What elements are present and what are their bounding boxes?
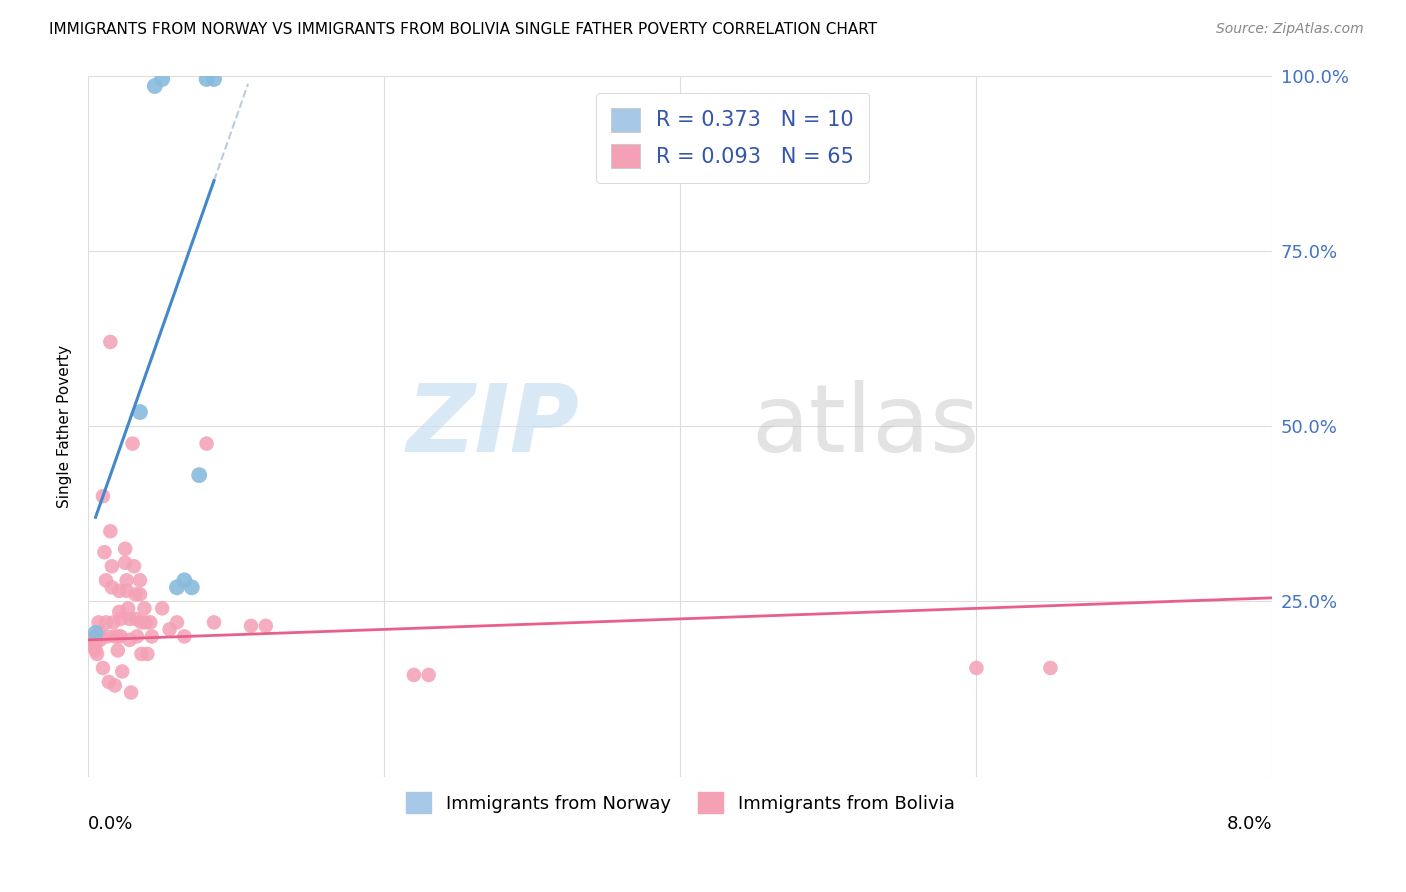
Point [136,647,159,661]
Point [82,636,104,650]
Point [143,78,166,93]
Point [107,629,129,643]
Point [84,626,107,640]
Point [129,574,152,588]
Point [93,545,115,559]
Point [86,647,108,661]
Point [150,601,173,615]
Point [107,643,129,657]
Point [114,541,136,556]
Point [111,665,134,679]
Point [118,612,141,626]
Point [166,580,188,594]
Point [110,629,132,643]
Point [114,556,136,570]
Point [91,661,114,675]
Point [94,574,117,588]
Point [1039,661,1062,675]
Point [402,668,425,682]
Y-axis label: Single Father Poverty: Single Father Poverty [58,344,72,508]
Point [104,678,127,692]
Point [104,629,127,643]
Point [110,612,132,626]
Point [103,615,125,630]
Point [121,436,143,450]
Point [117,601,139,615]
Point [91,489,114,503]
Point [195,72,218,87]
Point [418,668,440,682]
Point [195,436,218,450]
Text: Source: ZipAtlas.com: Source: ZipAtlas.com [1216,22,1364,37]
Point [89,632,111,647]
Point [108,583,131,598]
Point [80,632,103,647]
Text: 8.0%: 8.0% [1227,815,1272,833]
Point [188,468,211,483]
Point [166,615,188,630]
Point [202,72,225,87]
Point [141,629,163,643]
Point [101,580,124,594]
Point [159,623,181,637]
Point [118,632,141,647]
Point [173,629,195,643]
Point [120,685,142,699]
Point [89,626,111,640]
Text: ZIP: ZIP [406,380,579,472]
Point [84,643,107,657]
Point [115,574,138,588]
Point [129,587,152,601]
Point [84,636,107,650]
Legend: R = 0.373   N = 10, R = 0.093   N = 65: R = 0.373 N = 10, R = 0.093 N = 65 [596,93,869,183]
Point [122,559,145,574]
Point [150,72,173,87]
Text: 0.0%: 0.0% [89,815,134,833]
Point [87,615,110,630]
Point [94,615,117,630]
Point [96,629,118,643]
Point [115,583,138,598]
Point [129,405,152,419]
Point [84,629,107,643]
Point [240,619,263,633]
Point [135,615,157,630]
Point [125,629,148,643]
Point [108,605,131,619]
Point [98,524,121,539]
Point [97,675,120,690]
Point [202,615,225,630]
Point [131,615,153,630]
Text: IMMIGRANTS FROM NORWAY VS IMMIGRANTS FROM BOLIVIA SINGLE FATHER POVERTY CORRELAT: IMMIGRANTS FROM NORWAY VS IMMIGRANTS FRO… [49,22,877,37]
Point [139,615,162,630]
Point [101,559,124,574]
Text: atlas: atlas [751,380,980,472]
Point [124,612,146,626]
Point [124,587,146,601]
Point [83,640,105,654]
Point [173,574,195,588]
Point [965,661,987,675]
Point [131,647,153,661]
Point [98,334,121,349]
Point [134,601,156,615]
Point [180,580,202,594]
Point [254,619,277,633]
